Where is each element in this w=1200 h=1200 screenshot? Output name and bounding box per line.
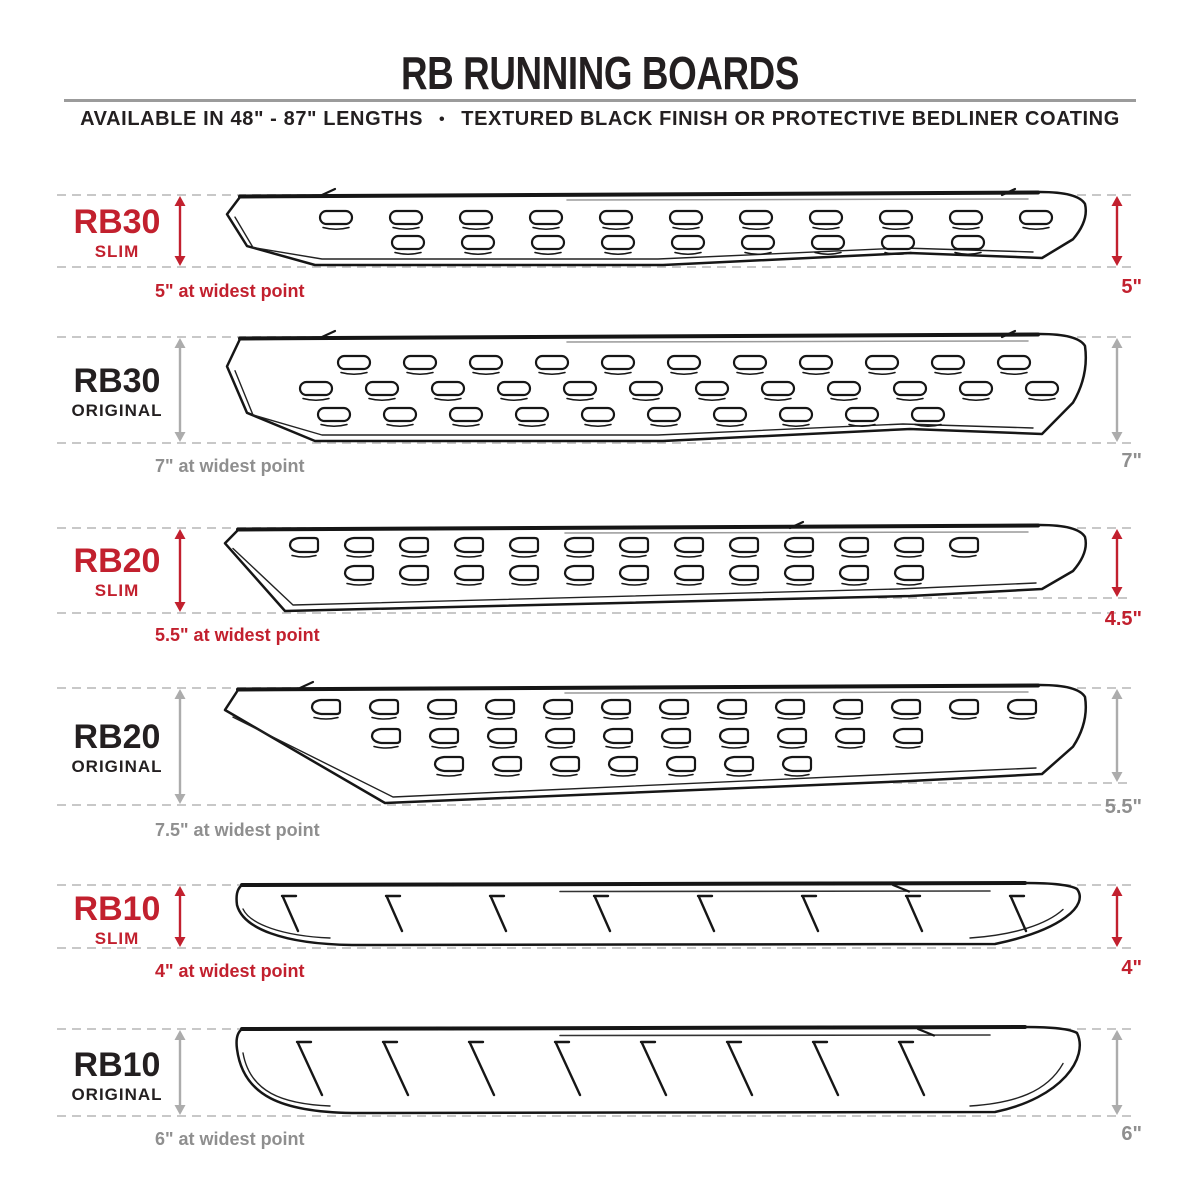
series-label-rb30-slim: RB30 [73, 203, 161, 241]
variant-label-rb20-slim: SLIM [94, 581, 140, 600]
board-row-rb10-original [57, 1025, 1133, 1117]
variant-label-rb20-original: ORIGINAL [71, 757, 163, 776]
variant-label-rb30-slim: SLIM [94, 242, 140, 261]
series-label-rb20-slim: RB20 [73, 542, 161, 580]
series-label-rb10-original: RB10 [73, 1046, 161, 1084]
subtitle-lengths: AVAILABLE IN 48" - 87" LENGTHS [80, 108, 424, 130]
board-row-rb10-slim [57, 881, 1133, 949]
series-label-rb20-original: RB20 [73, 718, 161, 756]
board-drawing [225, 329, 1087, 443]
subtitle: AVAILABLE IN 48" - 87" LENGTHS • TEXTURE… [64, 108, 1136, 131]
dimension-arrows [174, 689, 1123, 804]
end-width-rb10-slim: 4" [1121, 957, 1142, 979]
dimension-arrows [174, 529, 1123, 612]
dimension-arrows [174, 886, 1123, 947]
widest-label-rb10-slim: 4" at widest point [155, 961, 305, 981]
board-drawing [235, 1025, 1082, 1115]
series-label-rb10-slim: RB10 [73, 890, 161, 928]
end-width-rb20-slim: 4.5" [1104, 608, 1142, 630]
board-drawing [225, 187, 1087, 267]
end-width-rb30-original: 7" [1121, 450, 1142, 472]
end-width-rb10-original: 6" [1121, 1123, 1142, 1145]
board-row-rb20-slim [57, 520, 1133, 614]
end-width-rb30-slim: 5" [1121, 276, 1142, 298]
board-drawing [235, 881, 1081, 947]
widest-label-rb10-original: 6" at widest point [155, 1129, 305, 1149]
board-row-rb20-original [57, 680, 1133, 806]
variant-label-rb10-slim: SLIM [94, 929, 140, 948]
bullet-separator: • [439, 110, 446, 128]
widest-label-rb30-original: 7" at widest point [155, 456, 305, 476]
variant-label-rb10-original: ORIGINAL [71, 1085, 163, 1104]
board-row-rb30-slim [57, 187, 1133, 268]
dimension-arrows [174, 338, 1123, 442]
series-label-rb30-original: RB30 [73, 362, 161, 400]
dimension-arrows [174, 196, 1123, 266]
board-drawing [223, 520, 1087, 613]
variant-label-rb30-original: ORIGINAL [71, 401, 163, 420]
end-width-rb20-original: 5.5" [1104, 796, 1142, 818]
widest-label-rb20-original: 7.5" at widest point [155, 820, 320, 840]
widest-label-rb30-slim: 5" at widest point [155, 281, 305, 301]
title-divider [64, 99, 1136, 102]
board-row-rb30-original [57, 329, 1133, 444]
widest-label-rb20-slim: 5.5" at widest point [155, 625, 320, 645]
dimension-arrows [174, 1030, 1123, 1115]
subtitle-finish: TEXTURED BLACK FINISH OR PROTECTIVE BEDL… [461, 108, 1120, 130]
page-title: RB RUNNING BOARDS [401, 47, 799, 99]
board-drawing [223, 680, 1087, 805]
